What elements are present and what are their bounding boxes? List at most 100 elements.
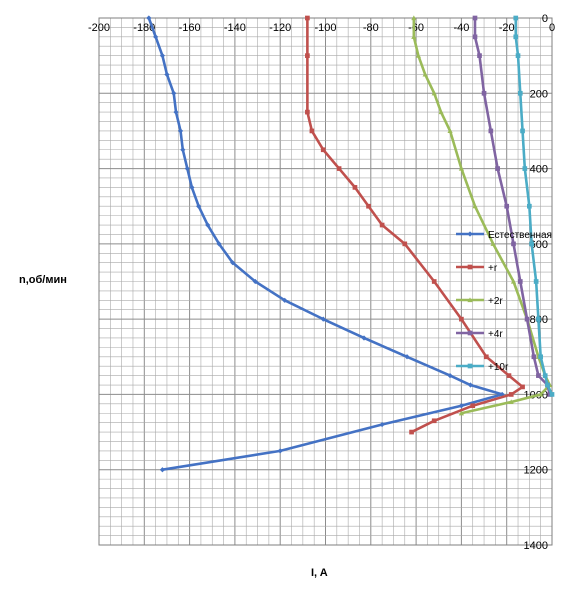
data-point xyxy=(305,53,310,58)
data-point xyxy=(230,260,236,266)
data-point xyxy=(531,354,537,360)
series-1 xyxy=(146,15,505,473)
data-point xyxy=(180,147,186,153)
y-tick-label: 0 xyxy=(542,13,548,25)
legend-marker xyxy=(467,330,473,336)
data-point xyxy=(545,382,550,388)
data-point xyxy=(513,15,519,21)
data-point xyxy=(309,128,315,134)
series-line xyxy=(514,16,554,396)
data-point xyxy=(527,203,532,209)
x-tick-label: -80 xyxy=(363,22,379,34)
legend-item: +2r xyxy=(456,296,503,307)
data-point xyxy=(536,373,541,378)
y-tick-label: 400 xyxy=(530,164,548,176)
data-point xyxy=(352,185,358,190)
data-point xyxy=(538,354,544,360)
data-point xyxy=(277,448,283,454)
data-point xyxy=(252,278,258,285)
data-point xyxy=(409,429,414,435)
legend-marker xyxy=(467,231,473,237)
data-point xyxy=(470,403,476,409)
y-axis-title: n,об/мин xyxy=(19,274,67,286)
y-tick-label: 1400 xyxy=(524,540,548,552)
data-point xyxy=(431,279,437,284)
data-point xyxy=(431,418,437,424)
legend: Естественная +r +2r +4r +10r xyxy=(456,230,552,373)
data-point xyxy=(542,373,548,378)
grid xyxy=(98,17,553,546)
data-point xyxy=(447,128,453,134)
legend-label: Естественная xyxy=(488,230,552,241)
series-layer xyxy=(146,15,555,473)
y-tick-label: 1200 xyxy=(524,465,548,477)
data-point xyxy=(402,241,408,247)
data-point xyxy=(159,467,166,473)
data-point xyxy=(438,109,444,115)
data-point xyxy=(536,316,541,322)
data-point xyxy=(458,403,464,409)
data-point xyxy=(499,391,505,398)
series-line xyxy=(473,16,552,396)
legend-item: Естественная xyxy=(456,230,552,241)
x-tick-labels: -200 -180 -160 -140 -120 -100 -80 -60 -40 -20 0 xyxy=(88,22,555,34)
data-point xyxy=(472,34,478,40)
legend-label: +10r xyxy=(488,362,509,373)
x-tick-label: -60 xyxy=(408,22,424,34)
y-tick-label: 600 xyxy=(530,239,548,251)
legend-label: +r xyxy=(488,263,498,274)
x-tick-label: -20 xyxy=(499,22,515,34)
data-point xyxy=(379,222,385,228)
x-axis-title: I, A xyxy=(311,567,328,579)
data-point xyxy=(472,15,478,21)
data-point xyxy=(549,392,555,397)
data-point xyxy=(490,241,496,246)
y-tick-label: 200 xyxy=(530,88,548,100)
data-point xyxy=(472,203,478,209)
legend-marker xyxy=(467,363,473,369)
data-point xyxy=(467,382,474,388)
data-point xyxy=(520,128,525,134)
data-point xyxy=(495,166,500,171)
legend-item: +r xyxy=(456,263,498,274)
x-tick-label: -180 xyxy=(133,22,155,34)
series-5 xyxy=(513,15,555,397)
legend-item: +4r xyxy=(456,329,503,340)
data-point xyxy=(431,90,437,96)
data-point xyxy=(508,399,514,405)
data-point xyxy=(404,354,410,360)
data-point xyxy=(205,222,211,228)
data-point xyxy=(513,34,519,40)
x-tick-label: -200 xyxy=(88,22,110,34)
data-point xyxy=(488,128,494,134)
data-point xyxy=(458,165,464,171)
data-point xyxy=(538,391,544,397)
legend-marker xyxy=(467,297,473,303)
data-point xyxy=(164,71,170,78)
data-point xyxy=(411,34,417,39)
data-point xyxy=(411,15,417,21)
x-tick-label: -160 xyxy=(179,22,201,34)
data-point xyxy=(520,384,525,390)
data-point xyxy=(320,147,326,153)
data-point xyxy=(533,279,539,284)
legend-label: +4r xyxy=(488,329,503,340)
data-point xyxy=(305,109,310,115)
data-point xyxy=(366,203,371,209)
x-tick-label: -40 xyxy=(453,22,469,34)
data-point xyxy=(510,278,517,284)
data-point xyxy=(379,421,385,428)
data-point xyxy=(171,90,177,96)
data-point xyxy=(159,53,166,59)
data-point xyxy=(506,373,512,378)
data-point xyxy=(422,71,428,77)
x-tick-label: -140 xyxy=(224,22,246,34)
data-point xyxy=(196,203,202,209)
data-point xyxy=(522,166,528,171)
x-tick-label: -120 xyxy=(269,22,291,34)
data-point xyxy=(508,392,514,397)
data-point xyxy=(282,297,288,303)
data-point xyxy=(177,128,184,134)
data-point xyxy=(184,165,190,172)
